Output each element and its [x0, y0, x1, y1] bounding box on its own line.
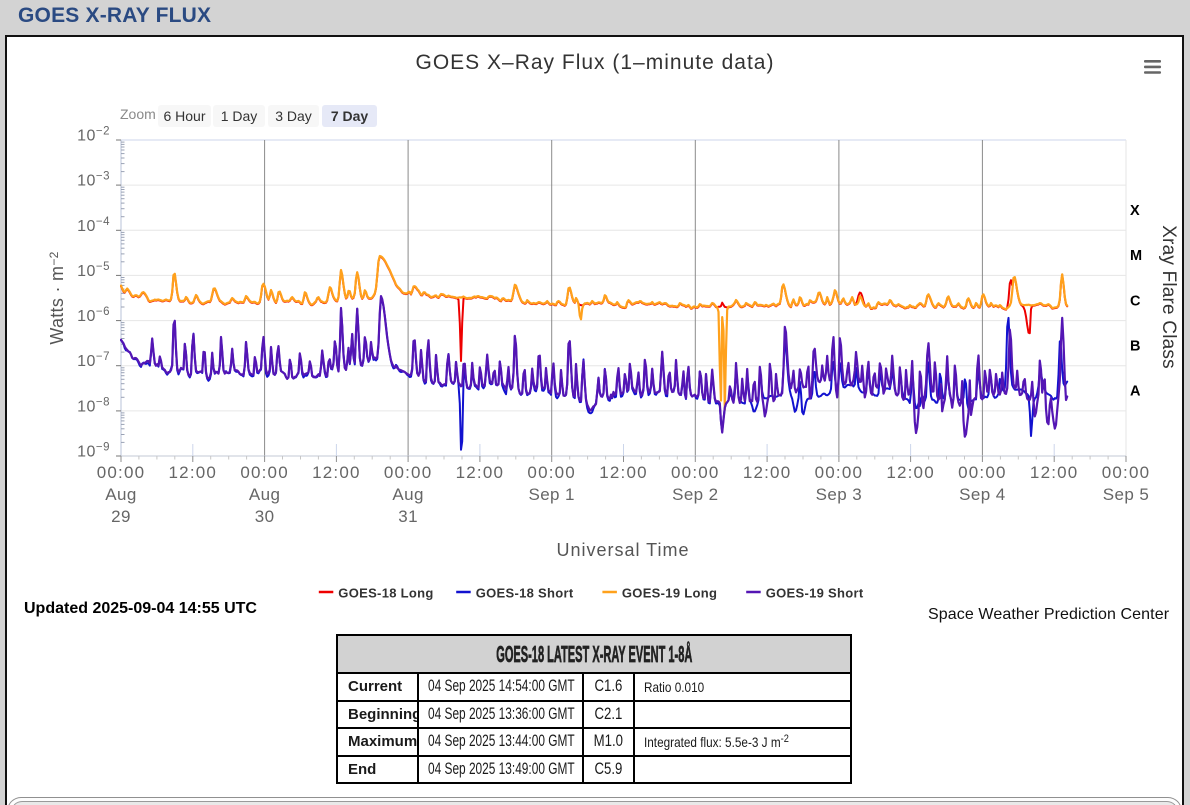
svg-text:Sep 2: Sep 2 — [672, 485, 718, 504]
svg-text:10−2: 10−2 — [77, 126, 110, 145]
svg-text:Aug: Aug — [249, 485, 280, 504]
svg-text:00:00: 00:00 — [815, 463, 864, 482]
svg-text:GOES‑18 Long: GOES‑18 Long — [338, 586, 433, 601]
svg-text:12:00: 12:00 — [169, 463, 218, 482]
svg-text:29: 29 — [111, 507, 131, 526]
svg-text:GOES‑19 Short: GOES‑19 Short — [766, 586, 864, 601]
svg-text:Xray Flare Class: Xray Flare Class — [1158, 225, 1179, 369]
svg-text:00:00: 00:00 — [97, 463, 146, 482]
svg-text:10−8: 10−8 — [77, 396, 110, 415]
svg-text:00:00: 00:00 — [1102, 463, 1151, 482]
svg-text:12:00: 12:00 — [312, 463, 361, 482]
svg-text:Sep 3: Sep 3 — [816, 485, 862, 504]
svg-text:10−6: 10−6 — [77, 306, 110, 325]
svg-text:00:00: 00:00 — [527, 463, 576, 482]
svg-text:X: X — [1130, 203, 1140, 219]
svg-text:B: B — [1130, 339, 1140, 355]
svg-text:12:00: 12:00 — [599, 463, 648, 482]
svg-text:Sep 1: Sep 1 — [528, 485, 574, 504]
svg-text:C: C — [1130, 293, 1141, 309]
svg-text:12:00: 12:00 — [456, 463, 505, 482]
svg-text:00:00: 00:00 — [958, 463, 1007, 482]
svg-text:31: 31 — [398, 507, 418, 526]
svg-text:GOES‑19 Long: GOES‑19 Long — [622, 586, 717, 601]
svg-text:10−7: 10−7 — [77, 351, 110, 370]
svg-text:Sep 4: Sep 4 — [959, 485, 1005, 504]
svg-text:M: M — [1130, 248, 1142, 264]
svg-text:00:00: 00:00 — [240, 463, 289, 482]
svg-text:Sep 5: Sep 5 — [1103, 485, 1149, 504]
svg-text:10−5: 10−5 — [77, 261, 110, 280]
svg-text:00:00: 00:00 — [384, 463, 433, 482]
svg-text:10−3: 10−3 — [77, 171, 110, 190]
svg-text:Universal Time: Universal Time — [556, 540, 689, 560]
svg-text:12:00: 12:00 — [886, 463, 935, 482]
svg-text:Aug: Aug — [392, 485, 423, 504]
svg-text:10−4: 10−4 — [77, 216, 110, 235]
svg-text:12:00: 12:00 — [743, 463, 792, 482]
svg-text:00:00: 00:00 — [671, 463, 720, 482]
svg-text:GOES‑18 Short: GOES‑18 Short — [476, 586, 574, 601]
svg-text:Watts · m−2: Watts · m−2 — [47, 251, 67, 344]
svg-text:Aug: Aug — [105, 485, 136, 504]
svg-text:A: A — [1130, 384, 1141, 400]
svg-text:10−9: 10−9 — [77, 442, 110, 461]
svg-text:30: 30 — [255, 507, 275, 526]
svg-text:12:00: 12:00 — [1030, 463, 1079, 482]
